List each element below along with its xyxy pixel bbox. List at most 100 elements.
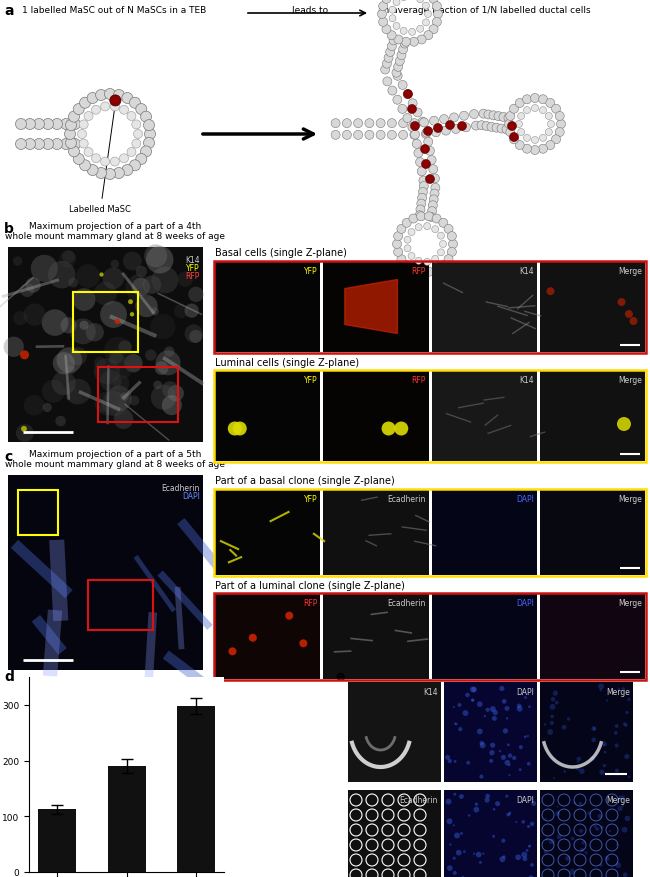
Circle shape <box>521 820 525 824</box>
Circle shape <box>177 272 193 288</box>
Circle shape <box>452 857 456 859</box>
Bar <box>540 263 645 353</box>
Circle shape <box>547 121 554 128</box>
Circle shape <box>402 39 411 47</box>
Circle shape <box>109 350 123 364</box>
Circle shape <box>129 160 140 172</box>
Circle shape <box>556 120 566 129</box>
Circle shape <box>414 149 423 158</box>
Circle shape <box>70 139 81 150</box>
Circle shape <box>68 278 78 289</box>
Circle shape <box>517 129 525 136</box>
Circle shape <box>582 840 586 845</box>
Circle shape <box>419 118 428 128</box>
Bar <box>323 263 428 353</box>
Circle shape <box>417 26 424 33</box>
Circle shape <box>382 60 391 69</box>
Circle shape <box>42 139 53 150</box>
Bar <box>444 790 537 877</box>
Circle shape <box>608 831 611 832</box>
Circle shape <box>506 112 515 121</box>
Circle shape <box>60 317 77 334</box>
Circle shape <box>502 699 506 704</box>
Circle shape <box>455 723 458 725</box>
Circle shape <box>103 268 124 289</box>
Bar <box>540 682 633 782</box>
Circle shape <box>530 863 534 866</box>
Text: RFP: RFP <box>303 598 317 607</box>
Circle shape <box>510 105 519 114</box>
Circle shape <box>557 834 562 839</box>
Circle shape <box>454 793 456 795</box>
Circle shape <box>419 182 428 191</box>
Circle shape <box>489 111 498 121</box>
Circle shape <box>454 832 460 838</box>
Circle shape <box>424 224 431 231</box>
Text: K14: K14 <box>423 688 438 696</box>
Circle shape <box>411 131 420 140</box>
Circle shape <box>453 824 455 826</box>
Bar <box>432 490 537 575</box>
Circle shape <box>528 845 530 847</box>
Circle shape <box>579 829 583 833</box>
Circle shape <box>408 105 417 114</box>
Circle shape <box>615 744 619 748</box>
Circle shape <box>615 769 619 773</box>
Circle shape <box>398 119 408 129</box>
Circle shape <box>86 324 104 342</box>
Circle shape <box>94 282 117 306</box>
Circle shape <box>382 422 396 436</box>
Circle shape <box>113 90 124 102</box>
Text: Ecadherin: Ecadherin <box>387 598 426 607</box>
Circle shape <box>146 246 174 275</box>
Circle shape <box>477 702 483 707</box>
Circle shape <box>408 253 415 260</box>
Circle shape <box>122 166 133 176</box>
Circle shape <box>76 265 100 289</box>
Circle shape <box>13 311 27 325</box>
Text: Ecadherin: Ecadherin <box>400 795 438 804</box>
Circle shape <box>111 103 120 111</box>
Circle shape <box>527 762 530 766</box>
Circle shape <box>144 129 155 140</box>
Circle shape <box>402 219 411 228</box>
Circle shape <box>452 125 460 134</box>
Circle shape <box>524 696 527 699</box>
Circle shape <box>482 852 484 855</box>
Circle shape <box>434 125 443 133</box>
Circle shape <box>394 63 402 72</box>
Circle shape <box>343 119 352 129</box>
Circle shape <box>426 213 436 222</box>
Circle shape <box>599 688 603 691</box>
Circle shape <box>618 806 623 811</box>
Bar <box>348 682 441 782</box>
Circle shape <box>145 350 157 361</box>
Circle shape <box>418 194 426 203</box>
Circle shape <box>508 774 510 776</box>
Circle shape <box>577 761 579 763</box>
Circle shape <box>417 168 426 176</box>
Circle shape <box>109 353 126 370</box>
Circle shape <box>418 118 427 127</box>
Circle shape <box>79 140 88 149</box>
Circle shape <box>492 835 495 838</box>
Circle shape <box>114 410 133 430</box>
Circle shape <box>492 716 497 721</box>
Circle shape <box>387 43 396 52</box>
Text: DAPI: DAPI <box>182 491 200 501</box>
Circle shape <box>499 856 505 862</box>
Circle shape <box>546 141 555 150</box>
Circle shape <box>392 69 401 78</box>
Circle shape <box>129 98 140 109</box>
Circle shape <box>526 735 529 738</box>
Circle shape <box>106 386 132 412</box>
Circle shape <box>439 261 448 270</box>
Circle shape <box>606 700 608 702</box>
Circle shape <box>460 112 469 121</box>
Circle shape <box>523 857 527 861</box>
Circle shape <box>51 139 62 150</box>
Circle shape <box>549 838 554 845</box>
Circle shape <box>403 114 412 124</box>
Circle shape <box>189 331 202 344</box>
Circle shape <box>463 710 469 717</box>
